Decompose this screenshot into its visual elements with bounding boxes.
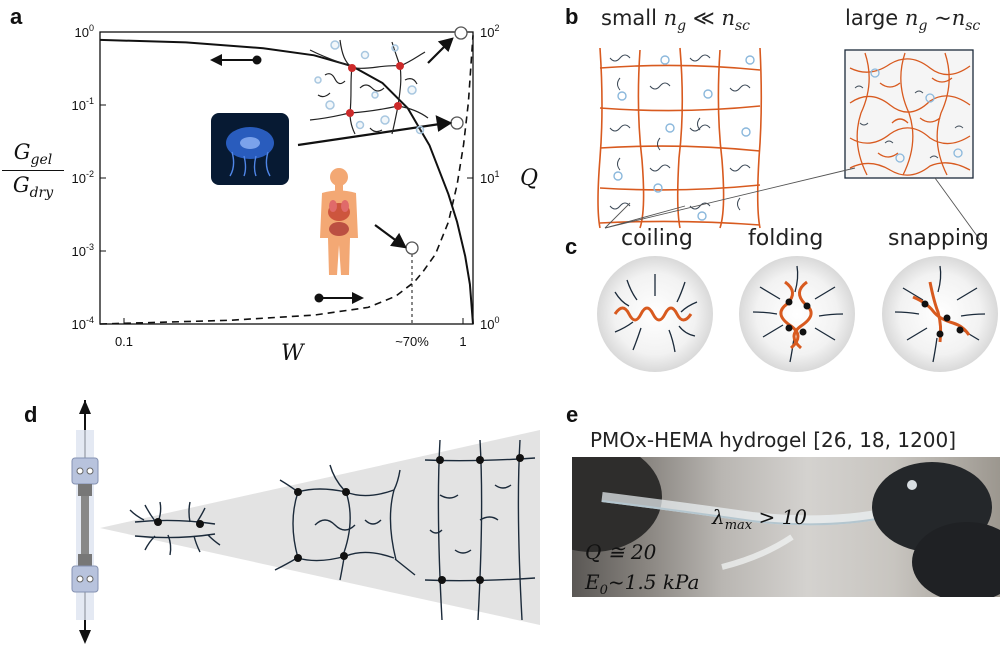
polymer-network-icon — [309, 39, 429, 135]
y2-tick: 100 — [480, 315, 499, 332]
panel-b-letter: b — [565, 4, 579, 29]
photo-content — [572, 457, 1000, 597]
pointer-arrows — [297, 37, 454, 249]
panel-e-letter: e — [566, 402, 579, 427]
jellyfish-photo — [211, 113, 289, 185]
left-axis-arrow — [210, 54, 262, 66]
panel-c-letter: c — [565, 234, 578, 259]
x-tick: 1 — [459, 334, 466, 349]
hydrogel-stretch-photo — [572, 457, 1000, 597]
panel-a-letter: a — [10, 4, 23, 29]
y2-tick: 102 — [480, 23, 499, 40]
small-network-grid — [597, 47, 763, 229]
y-right-label: Q — [520, 166, 539, 191]
network-compact — [129, 501, 221, 556]
q-annotation: Q ≅ 20 — [585, 540, 657, 564]
y-tick: 10-2 — [72, 169, 94, 186]
coiling-mode — [597, 256, 713, 372]
e0-annotation: E0~1.5 kPa — [585, 570, 700, 598]
tensile-specimen — [71, 400, 99, 644]
right-axis-arrow — [314, 292, 364, 304]
zoom-beam — [100, 430, 540, 625]
large-network-solvent — [870, 68, 963, 163]
y-left-ticks: 100 10-1 10-2 10-3 10-4 — [72, 23, 94, 332]
series-swelling-ratio-line — [99, 35, 474, 325]
lambda-max-annotation: λmax > 10 — [712, 505, 808, 533]
small-network-solvent — [613, 55, 755, 221]
large-network-web — [849, 52, 971, 176]
panel-d-letter: d — [24, 402, 38, 427]
y-right-ticks: 102 101 100 — [480, 23, 499, 332]
large-network-chains — [854, 85, 964, 159]
x-tick: ~70% — [395, 334, 429, 349]
tick-marks — [100, 104, 473, 324]
marker-seventy-percent — [405, 241, 419, 255]
marker-jellyfish-point — [450, 116, 464, 130]
coiling-label: coiling — [621, 226, 693, 251]
y2-tick: 101 — [480, 169, 499, 186]
y-tick: 100 — [75, 23, 94, 40]
panel-a-chart: 100 10-1 10-2 10-3 10-4 102 101 100 0.1 … — [72, 23, 500, 349]
x-ticks: 0.1 ~70% 1 — [115, 334, 467, 349]
y-left-label: Ggel Gdry — [2, 140, 64, 201]
human-organs-icon — [320, 168, 358, 275]
y-tick: 10-3 — [72, 242, 94, 259]
snapping-label: snapping — [888, 226, 989, 251]
panel-b-networks — [597, 47, 981, 241]
panel-d-stretching — [71, 400, 540, 644]
folding-label: folding — [748, 226, 824, 251]
panel-c-modes — [597, 256, 998, 372]
small-ng-label: small ng ≪ nsc — [601, 6, 751, 35]
hydrogel-title: PMOx-HEMA hydrogel [26, 18, 1200] — [590, 428, 957, 452]
snapping-mode — [882, 256, 998, 372]
zoom-lines — [604, 167, 981, 241]
folding-mode — [739, 256, 855, 372]
y-tick: 10-1 — [72, 96, 94, 113]
large-ng-label: large ng ~nsc — [845, 6, 981, 35]
y-tick: 10-4 — [72, 315, 94, 332]
x-axis-label: W — [281, 341, 304, 366]
marker-top-point — [454, 26, 468, 40]
small-network-chains — [609, 54, 751, 211]
x-tick: 0.1 — [115, 334, 133, 349]
